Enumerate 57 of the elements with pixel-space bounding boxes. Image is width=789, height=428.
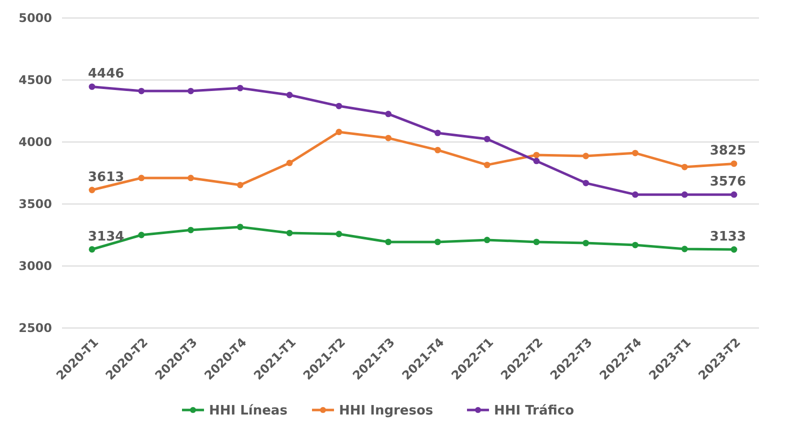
y-tick-label: 4500	[18, 73, 52, 88]
point	[730, 246, 738, 253]
point	[88, 83, 96, 90]
y-tick-label: 3000	[18, 259, 52, 274]
point	[681, 191, 688, 198]
data-label: 3134	[88, 229, 124, 244]
point	[385, 134, 392, 142]
point	[632, 191, 638, 198]
point	[632, 242, 638, 248]
point	[138, 174, 145, 182]
legend-label: HHI Líneas	[209, 404, 288, 419]
point	[385, 238, 392, 246]
point	[730, 191, 738, 198]
point	[188, 226, 194, 234]
point	[88, 246, 96, 253]
point	[582, 240, 590, 246]
data-label: 3576	[710, 174, 746, 190]
point	[681, 246, 688, 252]
point	[484, 236, 490, 244]
point	[533, 158, 540, 164]
y-tick-label: 2500	[18, 321, 52, 336]
point	[188, 174, 194, 182]
point	[236, 84, 244, 92]
point	[236, 182, 244, 188]
point	[582, 152, 590, 160]
y-tick-label: 3500	[18, 197, 52, 212]
y-tick-label: 5000	[18, 11, 52, 26]
point	[484, 136, 490, 142]
point	[632, 150, 638, 156]
point	[730, 160, 738, 167]
point	[286, 230, 293, 236]
point	[385, 110, 392, 118]
point	[286, 160, 293, 166]
point	[681, 164, 688, 170]
point	[138, 88, 145, 94]
data-label: 3133	[710, 230, 746, 245]
point	[236, 224, 244, 230]
point	[188, 88, 194, 94]
point	[434, 130, 441, 136]
point	[533, 152, 540, 158]
data-label: 4446	[88, 66, 124, 82]
y-tick-label: 4000	[18, 135, 52, 150]
point	[336, 102, 342, 110]
point	[336, 128, 342, 136]
legend-label: HHI Tráfico	[494, 404, 574, 419]
point	[434, 238, 441, 246]
legend-label: HHI Ingresos	[339, 404, 434, 419]
point	[336, 230, 342, 238]
point	[484, 162, 490, 168]
point	[88, 186, 96, 194]
point	[286, 92, 293, 98]
point	[138, 232, 145, 238]
data-label: 3613	[88, 170, 124, 185]
point	[533, 238, 540, 246]
data-label: 3825	[710, 144, 746, 159]
point	[582, 180, 590, 186]
point	[434, 146, 441, 154]
